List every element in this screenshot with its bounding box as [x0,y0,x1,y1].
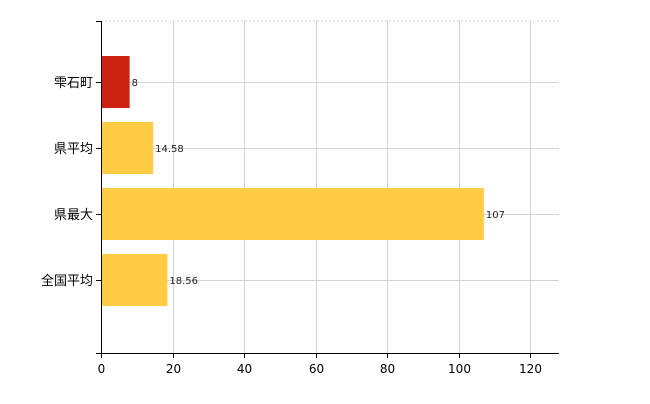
bar [101,254,168,306]
x-tick-label: 80 [380,362,395,376]
grid-lines [101,20,559,353]
category-label: 全国平均 [41,273,93,289]
category-label: 県最大 [54,208,93,223]
axes [96,21,559,358]
bar [101,56,130,108]
data-label: 14.58 [155,144,184,155]
category-label: 雫石町 [54,76,93,91]
x-tick-label: 20 [166,362,181,376]
bars [101,56,484,306]
data-label: 107 [486,210,505,221]
x-tick-label: 0 [98,362,106,376]
x-tick-label: 100 [448,362,471,376]
data-label: 8 [132,78,138,89]
x-tick-label: 60 [309,362,324,376]
bar [101,122,154,174]
category-label: 県平均 [54,142,93,157]
x-tick-label: 120 [519,362,542,376]
x-tick-label: 40 [237,362,252,376]
data-label: 18.56 [169,276,198,287]
bar [101,188,484,240]
